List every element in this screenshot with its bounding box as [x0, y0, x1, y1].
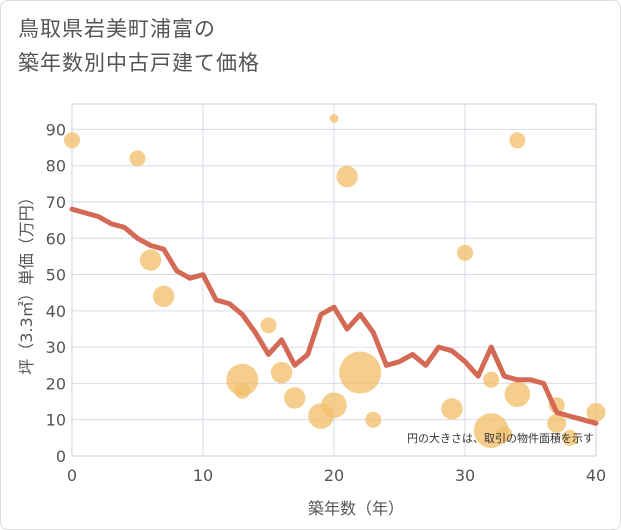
y-tick-label: 50 [46, 266, 66, 285]
y-tick-label: 20 [46, 374, 66, 393]
bubble-point [153, 285, 175, 308]
bubble-point [339, 351, 382, 394]
bubble-point [64, 132, 80, 149]
bubble-point [284, 387, 306, 409]
x-tick-label: 40 [586, 466, 606, 485]
x-tick-label: 30 [455, 466, 475, 485]
title-line-2: 築年数別中古戸建て価格 [18, 51, 260, 75]
bubble-point [365, 411, 382, 428]
bubble-series [64, 114, 606, 449]
bubble-point [509, 132, 526, 149]
x-tick-labels: 0 10 20 30 40 [67, 466, 606, 485]
bubble-point [457, 244, 473, 261]
bubble-point [139, 249, 162, 271]
y-tick-label: 90 [46, 120, 66, 139]
y-axis-label: 坪（3.3㎡）単価（万円） [17, 189, 36, 374]
y-tick-labels: 0 10 20 30 40 50 60 70 80 90 [46, 120, 66, 466]
x-tick-label: 20 [324, 466, 344, 485]
bubble-point [270, 361, 293, 384]
bubble-point [441, 398, 463, 420]
x-axis-label: 築年数（年） [308, 499, 404, 518]
y-tick-label: 0 [56, 447, 66, 466]
bubble-point [504, 381, 531, 408]
y-tick-label: 10 [46, 411, 66, 430]
chart-title: 鳥取県岩美町浦富の 築年数別中古戸建て価格 [18, 12, 260, 80]
title-line-1: 鳥取県岩美町浦富の [18, 17, 216, 41]
bubble-point [547, 413, 567, 433]
bubble-point [483, 371, 500, 388]
bubble-point [561, 429, 578, 446]
bubble-point [260, 317, 277, 334]
bubble-point [226, 363, 259, 396]
bubble-size-note: 円の大きさは、取引の物件面積を示す [407, 431, 594, 445]
average-price-line [69, 206, 599, 426]
bubble-point [336, 165, 358, 188]
bubble-point [129, 150, 146, 167]
x-tick-label: 0 [67, 466, 77, 485]
y-tick-label: 80 [46, 157, 66, 176]
bubble-point [586, 402, 606, 422]
y-tick-label: 30 [46, 338, 66, 357]
y-tick-label: 40 [46, 302, 66, 321]
bubble-point [496, 426, 513, 443]
bubble-point [321, 392, 347, 418]
bubble-point [329, 114, 339, 123]
x-tick-label: 10 [193, 466, 213, 485]
y-tick-label: 70 [46, 193, 66, 212]
y-tick-label: 60 [46, 229, 66, 248]
bubble-point [234, 382, 251, 399]
